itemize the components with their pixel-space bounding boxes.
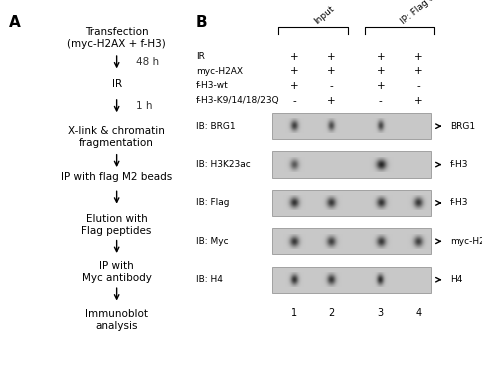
Text: -: - <box>379 95 383 106</box>
Text: +: + <box>376 52 385 62</box>
Bar <box>272 228 431 254</box>
Text: +: + <box>376 66 385 76</box>
Text: +: + <box>290 52 298 62</box>
Text: +: + <box>327 52 336 62</box>
Text: Transfection
(myc-H2AX + f-H3): Transfection (myc-H2AX + f-H3) <box>67 28 166 49</box>
Bar <box>272 267 431 293</box>
Text: +: + <box>414 95 423 106</box>
Text: Elution with
Flag peptides: Elution with Flag peptides <box>81 214 152 235</box>
Text: -: - <box>416 81 420 91</box>
Text: f-H3: f-H3 <box>450 198 469 207</box>
Text: B: B <box>196 15 207 30</box>
Text: +: + <box>290 81 298 91</box>
Text: H4: H4 <box>450 275 463 284</box>
Text: X-link & chromatin
fragmentation: X-link & chromatin fragmentation <box>68 126 165 148</box>
Text: f-H3-wt: f-H3-wt <box>196 81 228 91</box>
Text: IP with flag M2 beads: IP with flag M2 beads <box>61 172 172 182</box>
Text: +: + <box>327 66 336 76</box>
Text: 4: 4 <box>415 308 421 318</box>
Text: IR: IR <box>111 79 122 89</box>
Text: +: + <box>414 52 423 62</box>
Text: IR: IR <box>196 52 204 61</box>
Text: A: A <box>9 15 20 30</box>
Text: IB: Flag: IB: Flag <box>196 198 229 207</box>
Text: f-H3: f-H3 <box>450 160 469 169</box>
Text: 1 h: 1 h <box>136 101 152 111</box>
Text: IP with
Myc antibody: IP with Myc antibody <box>82 261 151 283</box>
Text: IB: Myc: IB: Myc <box>196 237 228 246</box>
Bar <box>272 151 431 178</box>
Text: IP: Flag & Myc: IP: Flag & Myc <box>400 0 454 26</box>
Text: Input: Input <box>313 4 336 26</box>
Text: myc-H2AX: myc-H2AX <box>450 237 482 246</box>
Text: IB: H3K23ac: IB: H3K23ac <box>196 160 251 169</box>
Text: +: + <box>290 66 298 76</box>
Text: IB: BRG1: IB: BRG1 <box>196 122 235 131</box>
Bar <box>272 190 431 216</box>
Text: BRG1: BRG1 <box>450 122 475 131</box>
Text: 3: 3 <box>378 308 384 318</box>
Bar <box>272 113 431 140</box>
Text: -: - <box>330 81 334 91</box>
Text: IB: H4: IB: H4 <box>196 275 223 284</box>
Text: 48 h: 48 h <box>136 57 159 67</box>
Text: f-H3-K9/14/18/23Q: f-H3-K9/14/18/23Q <box>196 96 279 105</box>
Text: -: - <box>292 95 296 106</box>
Text: 2: 2 <box>329 308 335 318</box>
Text: +: + <box>376 81 385 91</box>
Text: Immunoblot
analysis: Immunoblot analysis <box>85 309 148 330</box>
Text: +: + <box>327 95 336 106</box>
Text: myc-H2AX: myc-H2AX <box>196 67 243 76</box>
Text: 1: 1 <box>291 308 297 318</box>
Text: +: + <box>414 66 423 76</box>
